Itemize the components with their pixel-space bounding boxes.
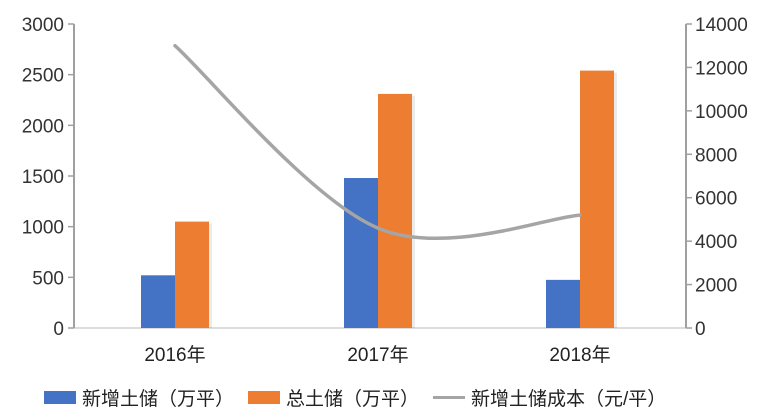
left-y-axis: 0 500 1000 1500 2000 2500 3000 bbox=[22, 15, 686, 340]
x-axis-categories: 2016年 2017年 2018年 bbox=[144, 344, 610, 366]
combo-chart: 0 500 1000 1500 2000 2500 3000 0 2000 4000 6000 80… bbox=[22, 15, 748, 366]
right-tick-label: 8000 bbox=[695, 145, 737, 166]
category-label: 2018年 bbox=[549, 344, 610, 366]
right-tick-label: 10000 bbox=[695, 102, 748, 123]
cost-line bbox=[173, 43, 582, 241]
right-y-axis: 0 2000 4000 6000 8000 10000 12000 14000 bbox=[685, 15, 748, 340]
bar-series bbox=[141, 70, 617, 328]
legend-label: 总土储（万平） bbox=[286, 389, 420, 410]
legend-item-total-land: 总土储（万平） bbox=[248, 384, 419, 411]
left-tick-label: 1500 bbox=[22, 167, 64, 188]
category-label: 2016年 bbox=[144, 344, 205, 366]
right-tick-label: 0 bbox=[695, 319, 706, 340]
right-tick-label: 14000 bbox=[695, 15, 748, 36]
bar bbox=[378, 93, 412, 328]
legend-item-land-cost: 新增土储成本（元/平） bbox=[433, 384, 666, 411]
left-tick-label: 0 bbox=[53, 319, 64, 340]
legend-item-new-land: 新增土储（万平） bbox=[44, 384, 234, 411]
legend-swatch-blue-icon bbox=[44, 391, 76, 404]
bar bbox=[141, 275, 175, 328]
left-tick-label: 3000 bbox=[22, 15, 64, 36]
category-label: 2017年 bbox=[347, 344, 408, 366]
right-tick-label: 6000 bbox=[695, 189, 737, 210]
bar bbox=[344, 178, 378, 328]
legend-swatch-orange-icon bbox=[248, 391, 281, 404]
left-tick-label: 2000 bbox=[22, 116, 64, 137]
left-tick-label: 500 bbox=[32, 268, 64, 289]
bar bbox=[546, 279, 580, 328]
right-tick-label: 2000 bbox=[695, 276, 737, 297]
legend-label: 新增土储（万平） bbox=[82, 389, 235, 410]
right-tick-label: 4000 bbox=[695, 232, 737, 253]
legend-swatch-gray-line-icon bbox=[433, 396, 466, 399]
bar bbox=[580, 70, 614, 328]
legend-label: 新增土储成本（元/平） bbox=[471, 389, 667, 410]
left-tick-label: 2500 bbox=[22, 66, 64, 87]
legend: 新增土储（万平） 总土储（万平） 新增土储成本（元/平） bbox=[44, 384, 680, 411]
line-series bbox=[173, 43, 582, 241]
bar bbox=[175, 221, 209, 328]
left-tick-label: 1000 bbox=[22, 218, 64, 239]
right-tick-label: 12000 bbox=[695, 58, 748, 79]
